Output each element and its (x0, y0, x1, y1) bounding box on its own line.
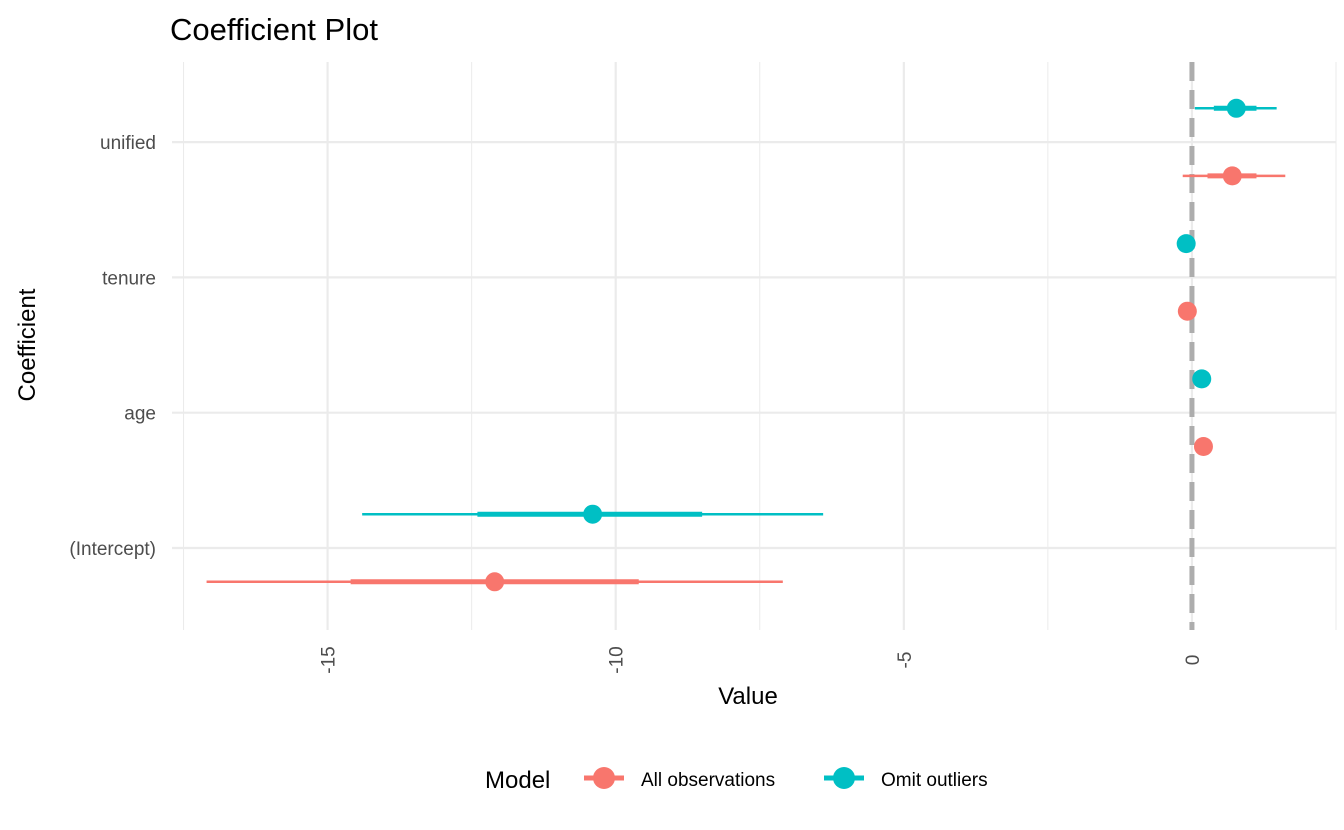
y-tick-label: tenure (102, 268, 156, 289)
legend: Model All observations Omit outliers (485, 767, 988, 794)
legend-key-point (833, 767, 855, 789)
legend-label: All observations (641, 770, 775, 791)
point-estimate (1192, 369, 1212, 389)
point-estimate (1193, 437, 1213, 456)
point-estimate (1177, 301, 1197, 321)
x-axis-title: Value (718, 683, 778, 710)
legend-label: Omit outliers (881, 770, 988, 791)
y-tick-labels: (Intercept) age tenure unified (69, 133, 156, 560)
point-estimate (1226, 98, 1246, 118)
x-tick-labels: -15 -10 -5 0 (319, 646, 1204, 673)
x-tick-label: -10 (607, 646, 628, 673)
point-estimate (1176, 234, 1196, 254)
y-axis-title: Coefficient (14, 288, 41, 401)
y-tick-label: unified (100, 133, 156, 154)
legend-title: Model (485, 767, 550, 794)
y-tick-label: (Intercept) (69, 539, 156, 560)
minor-gridlines (183, 62, 1337, 630)
x-tick-label: 0 (1183, 655, 1204, 666)
y-tick-label: age (124, 404, 156, 425)
x-tick-label: -15 (319, 646, 340, 673)
coefficient-marks (206, 98, 1286, 592)
chart-title: Coefficient Plot (170, 12, 378, 47)
point-estimate (1222, 166, 1242, 186)
x-tick-label: -5 (895, 652, 916, 669)
legend-key-point (593, 767, 615, 789)
point-estimate (583, 504, 603, 524)
point-estimate (485, 572, 505, 592)
